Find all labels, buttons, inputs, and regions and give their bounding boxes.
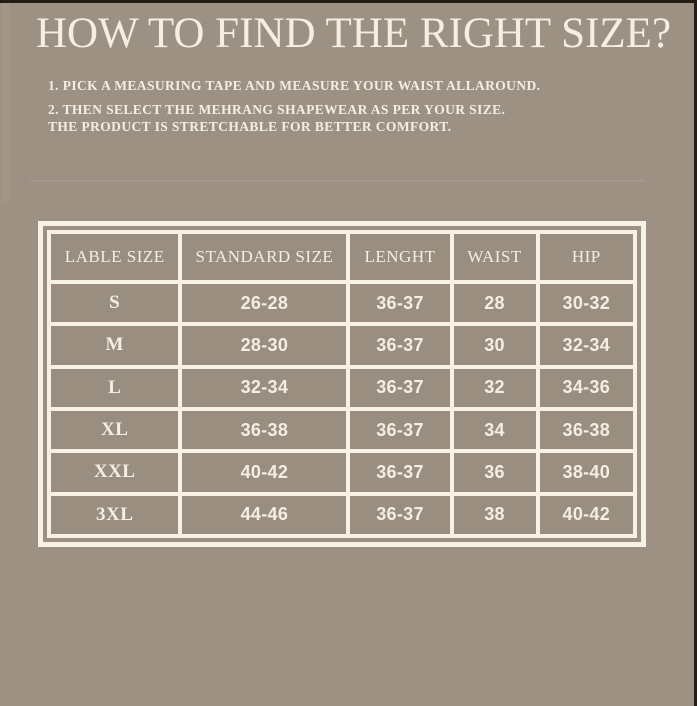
table-row-s: S 26-28 36-37 28 30-32: [51, 284, 633, 323]
background-seam-line: [30, 180, 645, 182]
table-row-xl: XL 36-38 36-37 34 36-38: [51, 410, 633, 450]
table-row-3xl: 3XL 44-46 36-37 38 40-42: [51, 495, 633, 534]
size-label: XL: [51, 410, 179, 450]
table-row-m: M 28-30 36-37 30 32-34: [51, 326, 633, 365]
standard-size-value: 26-28: [182, 284, 347, 323]
hip-value: 32-34: [539, 326, 633, 365]
standard-size-value: 44-46: [182, 495, 347, 534]
standard-size-value: 28-30: [182, 326, 347, 365]
waist-value: 30: [453, 326, 536, 365]
size-chart-frame: LABLE SIZE STANDARD SIZE LENGHT WAIST HI…: [38, 221, 646, 547]
hip-value: 34-36: [539, 368, 633, 407]
hip-value: 30-32: [539, 284, 633, 323]
size-chart-table: LABLE SIZE STANDARD SIZE LENGHT WAIST HI…: [47, 230, 637, 538]
length-value: 36-37: [350, 453, 450, 492]
instructions-block: 1. PICK A MEASURING TAPE AND MEASURE YOU…: [48, 78, 608, 136]
page-title: HOW TO FIND THE RIGHT SIZE?: [36, 10, 672, 57]
instruction-step-3: THE PRODUCT IS STRETCHABLE FOR BETTER CO…: [48, 118, 452, 134]
waist-value: 28: [453, 284, 536, 323]
table-row-xxl: XXL 40-42 36-37 36 38-40: [51, 453, 633, 492]
length-value: 36-37: [350, 495, 450, 534]
length-value: 36-37: [350, 284, 450, 323]
size-label: XXL: [51, 453, 179, 492]
hip-value: 36-38: [539, 410, 633, 450]
standard-size-value: 32-34: [182, 368, 347, 407]
column-header-lenght: LENGHT: [350, 234, 450, 280]
waist-value: 38: [453, 495, 536, 534]
waist-value: 32: [453, 368, 536, 407]
standard-size-value: 36-38: [182, 410, 347, 450]
table-row-l: L 32-34 36-37 32 34-36: [51, 368, 633, 407]
waist-value: 36: [453, 453, 536, 492]
column-header-standard-size: STANDARD SIZE: [182, 234, 347, 280]
instruction-step-2: 2. THEN SELECT THE MEHRANG SHAPEWEAR AS …: [48, 101, 506, 117]
instruction-step-1: 1. PICK A MEASURING TAPE AND MEASURE YOU…: [48, 78, 541, 93]
size-label: S: [51, 284, 179, 323]
column-header-waist: WAIST: [453, 234, 536, 280]
top-edge-line: [0, 0, 697, 3]
left-edge-highlight: [2, 3, 10, 203]
length-value: 36-37: [350, 368, 450, 407]
column-header-hip: HIP: [539, 234, 633, 280]
column-header-lable-size: LABLE SIZE: [51, 234, 179, 280]
size-label: L: [51, 368, 179, 407]
size-label: M: [51, 326, 179, 365]
length-value: 36-37: [350, 410, 450, 450]
length-value: 36-37: [350, 326, 450, 365]
right-edge-line: [694, 0, 697, 706]
size-label: 3XL: [51, 495, 179, 534]
hip-value: 38-40: [539, 453, 633, 492]
table-header-row: LABLE SIZE STANDARD SIZE LENGHT WAIST HI…: [51, 234, 633, 280]
waist-value: 34: [453, 410, 536, 450]
hip-value: 40-42: [539, 495, 633, 534]
standard-size-value: 40-42: [182, 453, 347, 492]
